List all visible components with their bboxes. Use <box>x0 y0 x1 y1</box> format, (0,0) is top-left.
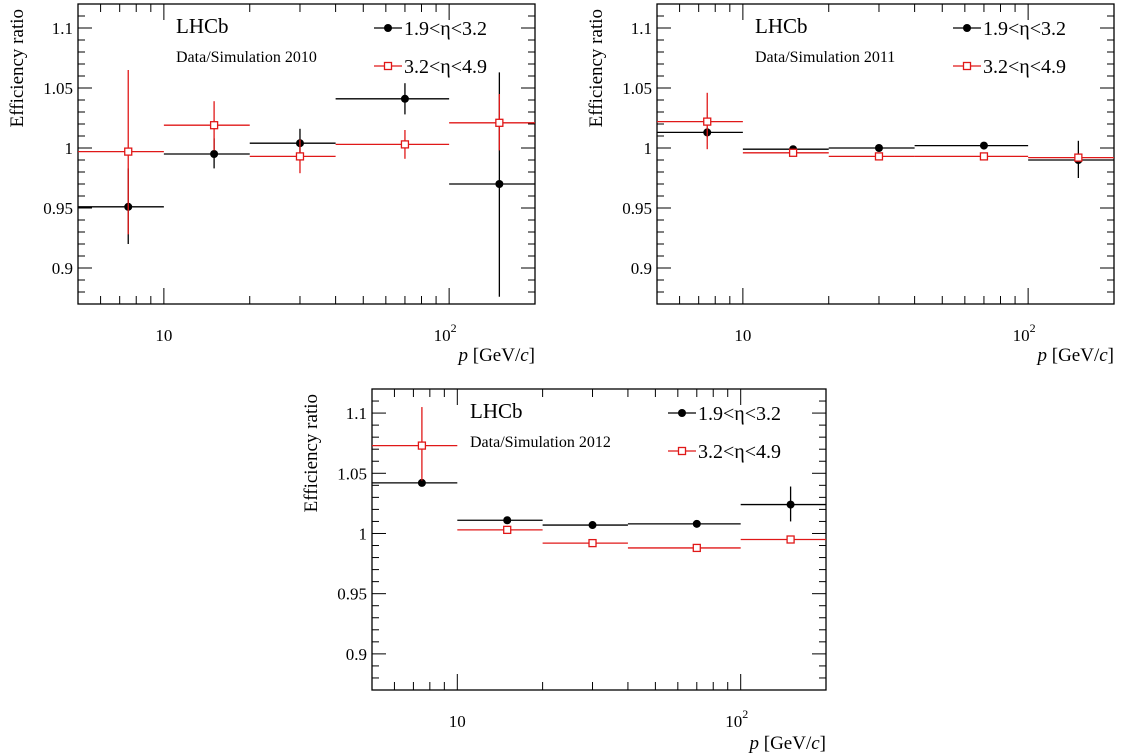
data-point <box>692 519 701 528</box>
x-axis-unit-end: ] <box>529 345 535 366</box>
x-axis-symbol: p <box>748 733 760 754</box>
y-tick-label: 1.1 <box>52 19 73 38</box>
data-point <box>874 152 884 161</box>
data-point <box>417 441 427 450</box>
y-axis-label: Efficiency ratio <box>586 9 607 127</box>
x-axis-label: p [GeV/c] <box>748 733 827 754</box>
series-1 <box>372 478 826 530</box>
y-tick-label: 0.95 <box>337 585 367 604</box>
y-tick-label: 1.05 <box>43 79 73 98</box>
y-tick-label: 1.1 <box>346 404 367 423</box>
data-point <box>209 121 219 130</box>
data-point <box>503 525 512 535</box>
y-tick-label: 1.05 <box>622 79 652 98</box>
y-tick-label: 1.1 <box>631 19 652 38</box>
data-point <box>124 147 133 156</box>
x-axis-label: p [GeV/c] <box>1036 345 1115 366</box>
legend-marker <box>962 61 972 71</box>
data-point <box>979 141 988 150</box>
y-tick-label: 0.9 <box>631 259 652 278</box>
y-axis-label: Efficiency ratio <box>7 9 28 127</box>
data-point <box>210 150 219 158</box>
experiment-label: LHCb <box>470 399 523 423</box>
legend-label: 1.9<η<3.2 <box>698 403 781 425</box>
data-point <box>588 538 597 548</box>
subtitle-label: Data/Simulation 2012 <box>470 434 611 451</box>
plot-frame <box>77 3 536 305</box>
x-axis-unit: [GeV/ <box>468 345 521 366</box>
x-axis-unit-c: c <box>811 733 820 754</box>
legend-marker <box>384 24 392 32</box>
y-tick-label: 1.05 <box>337 464 367 483</box>
plot-frame <box>656 3 1115 305</box>
data-point <box>786 500 795 509</box>
x-tick-label: 10 <box>449 712 466 731</box>
experiment-label: LHCb <box>755 14 808 38</box>
data-point <box>295 152 305 161</box>
data-point <box>588 521 597 530</box>
x-axis-symbol: p <box>1036 345 1048 366</box>
x-tick-label: 102 <box>1013 321 1036 345</box>
legend-marker <box>678 409 686 417</box>
y-tick-label: 0.9 <box>346 645 367 664</box>
x-tick-exponent: 2 <box>451 321 457 335</box>
y-axis-label: Efficiency ratio <box>301 394 322 512</box>
x-tick-exponent: 2 <box>742 707 748 721</box>
data-point <box>400 140 410 149</box>
y-tick-label: 1 <box>359 524 368 543</box>
x-tick-label: 102 <box>725 707 748 731</box>
x-axis-unit-c: c <box>520 345 529 366</box>
subtitle-label: Data/Simulation 2011 <box>755 49 895 66</box>
y-tick-label: 0.95 <box>622 199 652 218</box>
data-point <box>979 152 989 161</box>
legend-marker <box>963 24 971 32</box>
series-1 <box>78 72 535 297</box>
legend-label: 3.2<η<4.9 <box>983 56 1066 78</box>
data-point <box>495 118 504 127</box>
experiment-label: LHCb <box>176 14 229 38</box>
data-point <box>417 478 426 487</box>
x-tick-label: 10 <box>155 326 172 345</box>
subtitle-label: Data/Simulation 2010 <box>176 49 317 66</box>
x-axis-unit: [GeV/ <box>759 733 812 754</box>
data-point <box>400 94 409 103</box>
x-tick-exponent: 2 <box>1030 321 1036 335</box>
data-point <box>692 543 701 553</box>
x-tick-label: 102 <box>434 321 457 345</box>
series-2 <box>657 92 1114 162</box>
x-tick-label: 10 <box>734 326 751 345</box>
data-point <box>1074 153 1083 162</box>
legend-label: 3.2<η<4.9 <box>698 441 781 463</box>
data-point <box>788 148 798 157</box>
legend-label: 1.9<η<3.2 <box>983 18 1066 40</box>
data-point <box>874 144 883 152</box>
series-1 <box>657 127 1114 178</box>
data-point <box>495 180 504 188</box>
x-axis-symbol: p <box>457 345 469 366</box>
x-axis-unit-end: ] <box>820 733 826 754</box>
legend-label: 1.9<η<3.2 <box>404 18 487 40</box>
y-tick-label: 0.9 <box>52 259 73 278</box>
legend-marker <box>383 61 393 71</box>
data-point <box>786 535 795 544</box>
y-tick-label: 0.95 <box>43 199 73 218</box>
legend-label: 3.2<η<4.9 <box>404 56 487 78</box>
data-point <box>503 516 512 525</box>
x-axis-unit-c: c <box>1099 345 1108 366</box>
series-2 <box>372 407 826 553</box>
y-tick-label: 1 <box>644 139 653 158</box>
x-axis-unit-end: ] <box>1108 345 1114 366</box>
series-2 <box>78 70 535 235</box>
legend-marker <box>677 446 687 456</box>
x-axis-label: p [GeV/c] <box>457 345 536 366</box>
y-tick-label: 1 <box>65 139 74 158</box>
data-point <box>703 117 712 126</box>
x-axis-unit: [GeV/ <box>1047 345 1100 366</box>
